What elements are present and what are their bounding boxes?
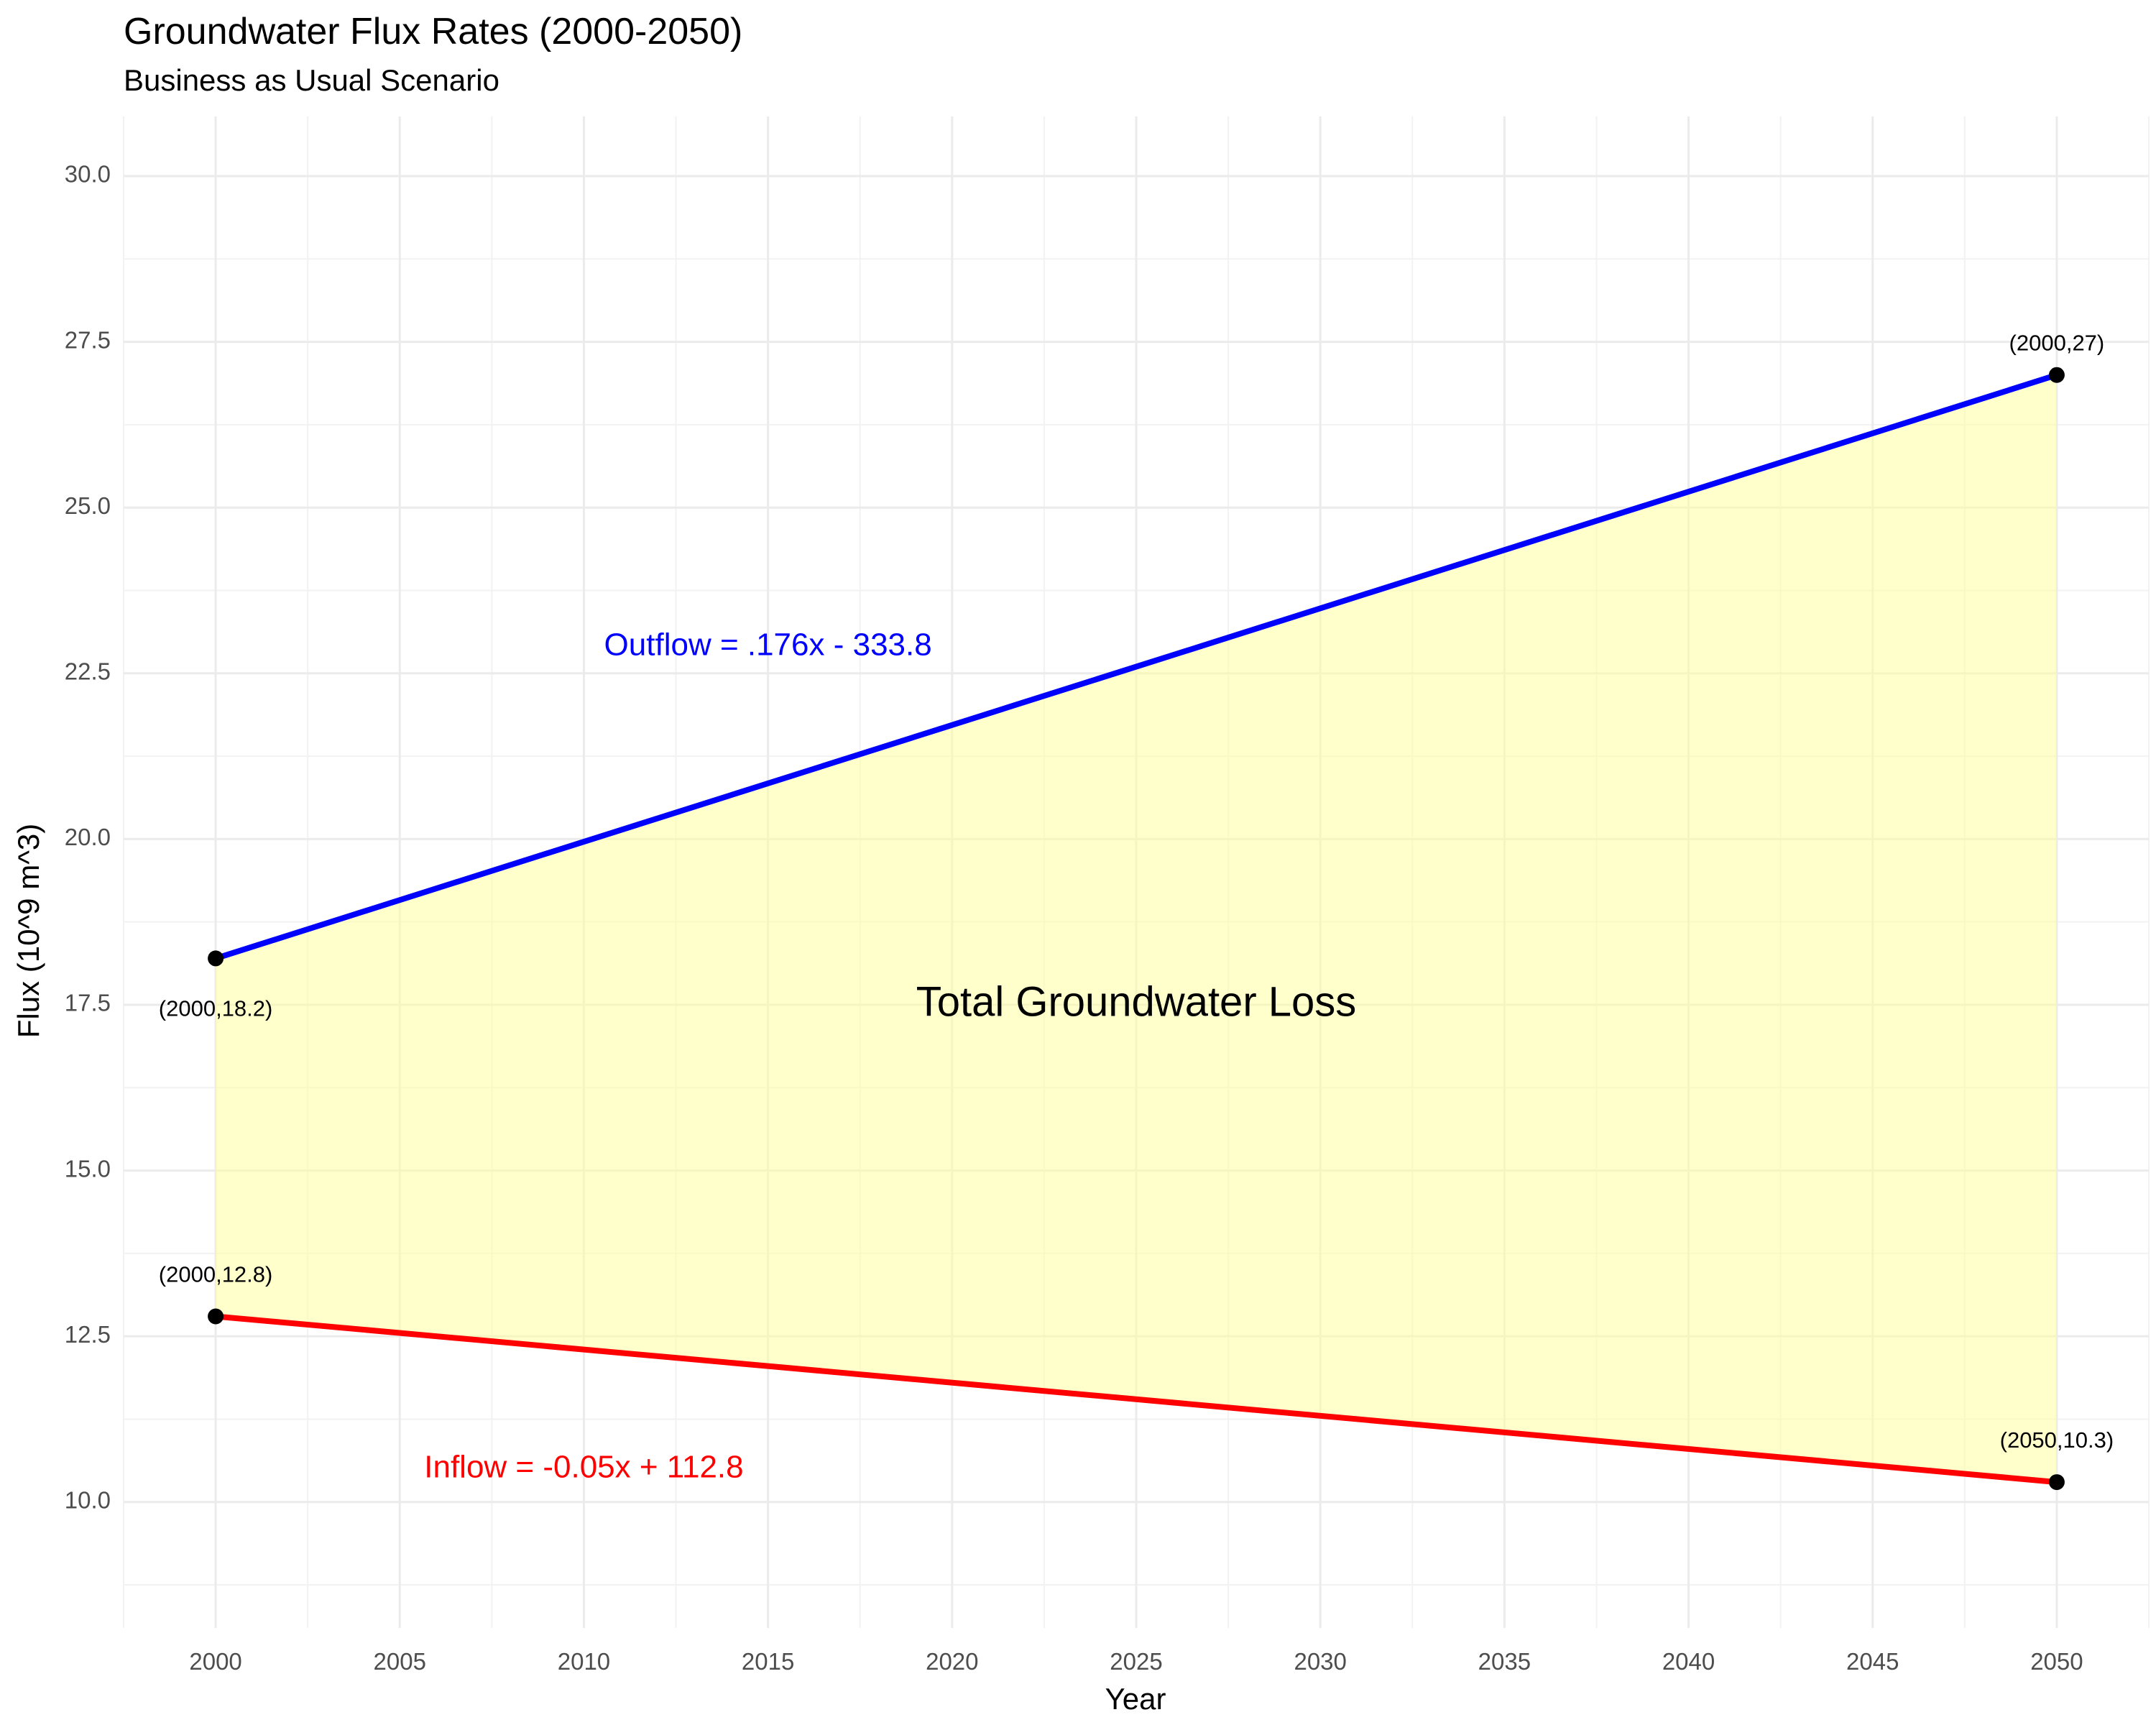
x-tick-label: 2025 bbox=[1110, 1648, 1162, 1675]
x-tick-label: 2030 bbox=[1294, 1648, 1346, 1675]
x-tick-label: 2020 bbox=[926, 1648, 978, 1675]
axis-ticks: 2000 2005 2010 2015 2020 2025 2030 2035 2040 2045… bbox=[65, 161, 2083, 1675]
inflow-point bbox=[208, 1308, 224, 1325]
x-tick-label: 2005 bbox=[374, 1648, 426, 1675]
x-tick-label: 2045 bbox=[1846, 1648, 1899, 1675]
x-tick-label: 2040 bbox=[1662, 1648, 1715, 1675]
y-tick-label: 15.0 bbox=[65, 1155, 111, 1182]
loss-area-layer bbox=[216, 374, 2057, 1483]
total-loss-area bbox=[216, 374, 2057, 1483]
outflow-equation-label: Outflow = .176x - 333.8 bbox=[604, 627, 932, 663]
point-label: (2000,18.2) bbox=[159, 995, 273, 1021]
y-tick-label: 17.5 bbox=[65, 990, 111, 1016]
chart-title: Groundwater Flux Rates (2000-2050) bbox=[124, 11, 743, 52]
chart-labels: (2000,18.2) (2000,27) (2000,12.8) (2050,10.… bbox=[159, 331, 2114, 1485]
y-axis-title: Flux (10^9 m^3) bbox=[11, 824, 45, 1039]
x-axis-title: Year bbox=[1105, 1682, 1166, 1716]
y-tick-label: 30.0 bbox=[65, 161, 111, 188]
point-label: (2050,10.3) bbox=[2000, 1427, 2114, 1453]
y-tick-label: 27.5 bbox=[65, 326, 111, 353]
y-tick-label: 25.0 bbox=[65, 492, 111, 519]
outflow-point bbox=[208, 950, 224, 967]
chart-subtitle: Business as Usual Scenario bbox=[124, 63, 499, 97]
total-loss-label: Total Groundwater Loss bbox=[916, 978, 1357, 1025]
point-label: (2000,12.8) bbox=[159, 1261, 273, 1287]
x-tick-label: 2000 bbox=[189, 1648, 241, 1675]
point-label: (2000,27) bbox=[2009, 331, 2105, 356]
y-tick-label: 12.5 bbox=[65, 1321, 111, 1348]
x-tick-label: 2010 bbox=[558, 1648, 610, 1675]
outflow-line bbox=[214, 372, 2058, 962]
x-tick-label: 2015 bbox=[742, 1648, 794, 1675]
x-tick-label: 2050 bbox=[2030, 1648, 2083, 1675]
outflow-point bbox=[2048, 367, 2065, 383]
y-tick-label: 22.5 bbox=[65, 658, 111, 685]
inflow-equation-label: Inflow = -0.05x + 112.8 bbox=[424, 1449, 743, 1484]
inflow-point bbox=[2048, 1474, 2065, 1491]
y-tick-label: 20.0 bbox=[65, 824, 111, 850]
inflow-line bbox=[215, 1313, 2058, 1486]
x-tick-label: 2035 bbox=[1478, 1648, 1531, 1675]
series-lines bbox=[214, 372, 2058, 1486]
data-points bbox=[208, 367, 2065, 1491]
y-tick-label: 10.0 bbox=[65, 1486, 111, 1513]
